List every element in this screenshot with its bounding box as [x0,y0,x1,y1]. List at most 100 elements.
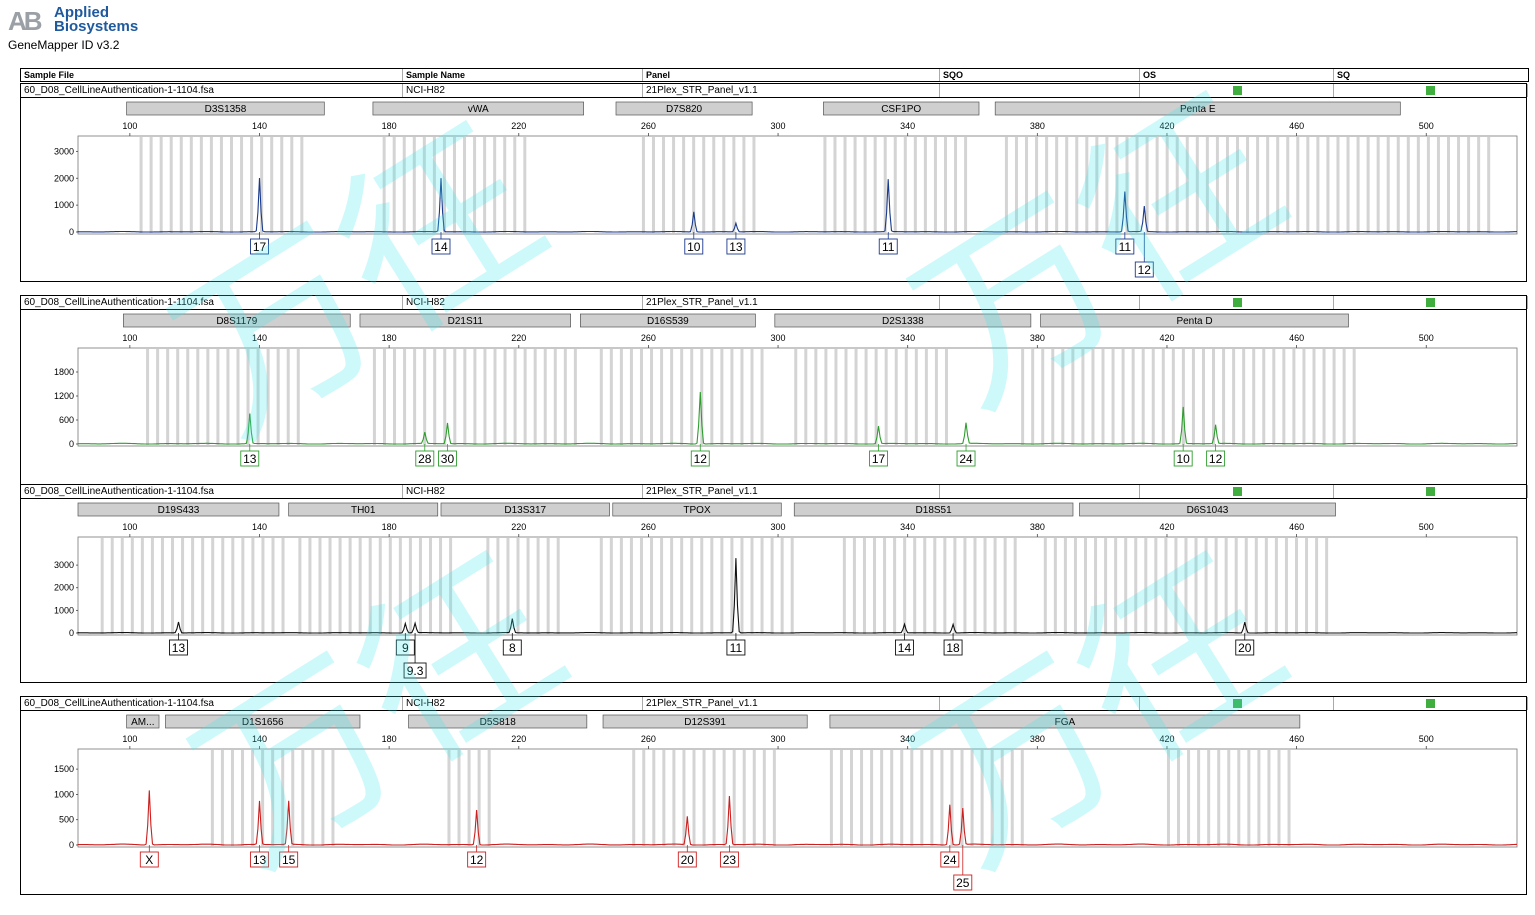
allele-bin [1206,137,1209,233]
allele-bin [1177,750,1180,846]
allele-bin [720,349,723,445]
electropherogram-panel-2: 60_D08_CellLineAuthentication-1-1104.fsa… [20,295,1527,494]
sample-info-row: 60_D08_CellLineAuthentication-1-1104.fsa… [21,485,1526,499]
allele-bin [874,137,877,233]
sample-name-cell[interactable]: NCI-H82 [403,84,643,97]
allele-bin [280,137,283,233]
panel-cell[interactable]: 21Plex_STR_Panel_v1.1 [643,697,940,710]
sample-file-cell[interactable]: 60_D08_CellLineAuthentication-1-1104.fsa [21,485,403,498]
sample-name-cell[interactable]: NCI-H82 [403,296,643,309]
allele-bin [1074,538,1077,634]
allele-bin [773,750,776,846]
allele-bin [924,137,927,233]
allele-bin [1262,349,1265,445]
allele-call-label: 11 [882,240,895,254]
x-tick-label: 180 [382,734,397,744]
allele-bin [1277,750,1280,846]
allele-bin [935,349,938,445]
x-tick-label: 100 [122,734,137,744]
allele-bin [652,137,655,233]
allele-bin [984,538,987,634]
allele-bin [226,349,229,445]
allele-bin [1184,538,1187,634]
allele-bin [1336,137,1339,233]
allele-bin [524,349,527,445]
allele-bin [349,538,352,634]
allele-bin [146,349,149,445]
allele-bin [652,750,655,846]
header-sample-file[interactable]: Sample File [21,69,403,81]
sample-file-cell[interactable]: 60_D08_CellLineAuthentication-1-1104.fsa [21,296,403,309]
sqo-cell[interactable] [940,697,1140,710]
panel-cell[interactable]: 21Plex_STR_Panel_v1.1 [643,296,940,309]
allele-bin [680,538,683,634]
header-os[interactable]: OS [1140,69,1334,81]
allele-bin [740,349,743,445]
allele-bin [1114,538,1117,634]
allele-bin [1215,538,1218,634]
sqo-cell[interactable] [940,485,1140,498]
allele-bin [1192,349,1195,445]
allele-bin [1315,538,1318,634]
allele-bin [640,349,643,445]
sample-file-cell[interactable]: 60_D08_CellLineAuthentication-1-1104.fsa [21,84,403,97]
quality-flag-icon [1233,487,1242,496]
allele-bin [433,137,436,233]
allele-bin [141,538,144,634]
allele-bin [642,750,645,846]
y-tick-label: 1000 [54,789,74,799]
allele-bin [250,137,253,233]
allele-bin [1245,538,1248,634]
allele-bin [1031,349,1034,445]
sqo-cell[interactable] [940,296,1140,309]
quality-flag-icon [1426,298,1435,307]
allele-bin [240,137,243,233]
allele-bin [920,750,923,846]
sample-name-cell[interactable]: NCI-H82 [403,697,643,710]
x-tick-label: 260 [641,522,656,532]
allele-bin [403,349,406,445]
allele-bin [403,137,406,233]
x-tick-label: 260 [641,734,656,744]
marker-label: D19S433 [158,505,200,516]
allele-bin [1071,349,1074,445]
allele-bin [483,137,486,233]
allele-bin [954,137,957,233]
header-sample-name[interactable]: Sample Name [403,69,643,81]
sample-name-cell[interactable]: NCI-H82 [403,485,643,498]
allele-bin [733,750,736,846]
x-tick-label: 500 [1419,333,1434,343]
sqo-cell[interactable] [940,84,1140,97]
header-panel[interactable]: Panel [643,69,940,81]
electropherogram-panel-1: 60_D08_CellLineAuthentication-1-1104.fsa… [20,83,1527,282]
header-sq[interactable]: SQ [1334,69,1528,81]
allele-bin [1256,137,1259,233]
allele-bin [610,349,613,445]
allele-bin [662,750,665,846]
allele-bin [1437,137,1440,233]
allele-bin [1246,137,1249,233]
allele-call-label: 17 [253,240,267,254]
allele-bin [1044,538,1047,634]
sample-file-cell[interactable]: 60_D08_CellLineAuthentication-1-1104.fsa [21,697,403,710]
panel-cell[interactable]: 21Plex_STR_Panel_v1.1 [643,84,940,97]
allele-bin [1306,137,1309,233]
x-tick-label: 220 [511,734,526,744]
allele-bin [1367,137,1370,233]
allele-bin [300,137,303,233]
allele-bin [493,349,496,445]
allele-bin [740,538,743,634]
allele-bin [933,538,936,634]
allele-bin [1232,349,1235,445]
allele-bin [409,538,412,634]
allele-bin [940,750,943,846]
header-sqo[interactable]: SQO [940,69,1140,81]
quality-flag-icon [1426,699,1435,708]
allele-bin [692,750,695,846]
allele-call-label: 9 [402,641,409,655]
allele-bin [191,538,194,634]
panel-cell[interactable]: 21Plex_STR_Panel_v1.1 [643,485,940,498]
allele-bin [700,538,703,634]
allele-bin [1061,349,1064,445]
